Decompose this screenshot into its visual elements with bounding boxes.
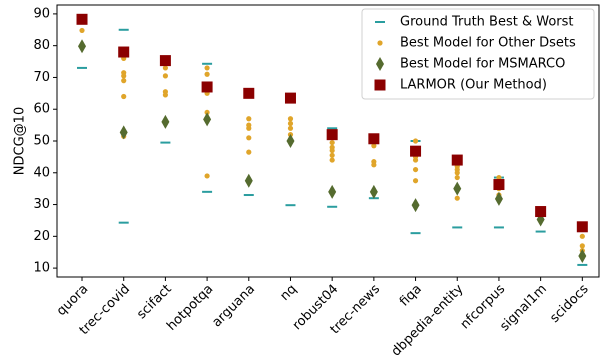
- point: [246, 116, 252, 122]
- y-tick-label: 90: [33, 6, 50, 21]
- legend: Ground Truth Best & Worst Best Model for …: [361, 8, 595, 100]
- legend-label: Best Model for Other Dsets: [400, 36, 576, 51]
- point: [121, 73, 127, 79]
- x-tick-label: arguana: [209, 282, 258, 331]
- point: [454, 170, 460, 176]
- point: [410, 145, 422, 157]
- point: [119, 125, 128, 140]
- point: [79, 27, 85, 34]
- y-tick-label: 20: [33, 229, 50, 244]
- point: [326, 129, 338, 141]
- point: [76, 13, 88, 25]
- point: [371, 143, 377, 149]
- point: [368, 133, 380, 145]
- x-tick-label: fiqa: [397, 282, 425, 310]
- point: [494, 191, 503, 206]
- y-tick-label: 10: [33, 261, 50, 276]
- point: [493, 179, 505, 191]
- y-tick-label: 70: [33, 70, 50, 85]
- point: [412, 157, 419, 163]
- point: [412, 178, 419, 184]
- point: [246, 135, 252, 141]
- y-tick-label: 30: [33, 197, 50, 212]
- point: [246, 125, 252, 131]
- point: [329, 139, 335, 146]
- point: [162, 65, 168, 71]
- point: [159, 55, 171, 67]
- y-tick-label: 60: [33, 102, 50, 117]
- point: [204, 173, 210, 179]
- point: [454, 195, 460, 201]
- point: [204, 71, 210, 77]
- point: [162, 73, 168, 79]
- point: [374, 79, 386, 91]
- y-tick-label: 80: [33, 38, 50, 53]
- point: [377, 40, 383, 46]
- x-tick-label: quora: [54, 282, 91, 319]
- point: [162, 92, 168, 98]
- point: [579, 233, 585, 239]
- y-tick-label: 40: [33, 165, 50, 180]
- y-tick-label: 50: [33, 134, 50, 149]
- point: [284, 92, 296, 104]
- point: [286, 134, 295, 148]
- point: [204, 65, 210, 71]
- point: [161, 114, 170, 129]
- point: [576, 221, 588, 233]
- point: [329, 147, 335, 154]
- point: [369, 184, 378, 199]
- legend-label: Ground Truth Best & Worst: [400, 15, 573, 30]
- point: [118, 46, 130, 58]
- point: [411, 198, 420, 213]
- point: [78, 39, 87, 54]
- point: [246, 149, 252, 155]
- point: [244, 173, 253, 188]
- point: [412, 138, 419, 144]
- point: [287, 120, 294, 127]
- point: [328, 184, 337, 199]
- legend-label: Best Model for MSMARCO: [400, 57, 565, 72]
- x-tick-label: hotpotqa: [164, 282, 216, 334]
- point: [121, 93, 127, 100]
- x-tick-label: scifact: [134, 282, 175, 323]
- x-tick-label: nq: [278, 282, 300, 304]
- point: [203, 112, 212, 127]
- point: [329, 152, 335, 158]
- legend-box: [361, 8, 595, 100]
- legend-label: LARMOR (Our Method): [400, 78, 547, 93]
- point: [376, 57, 384, 71]
- point: [287, 125, 294, 131]
- point: [578, 249, 587, 264]
- point: [412, 166, 419, 173]
- point: [371, 162, 377, 168]
- point: [329, 157, 335, 163]
- point: [451, 154, 463, 166]
- x-tick-label: dbpedia-entity: [389, 281, 467, 359]
- point: [579, 243, 585, 249]
- point: [453, 181, 462, 196]
- point: [243, 87, 255, 99]
- y-axis-label: NDCG@10: [13, 107, 28, 175]
- point: [454, 174, 460, 181]
- point: [121, 78, 127, 84]
- point: [287, 116, 294, 122]
- point: [201, 81, 213, 93]
- x-tick-label: scidocs: [547, 282, 591, 326]
- point: [535, 206, 547, 218]
